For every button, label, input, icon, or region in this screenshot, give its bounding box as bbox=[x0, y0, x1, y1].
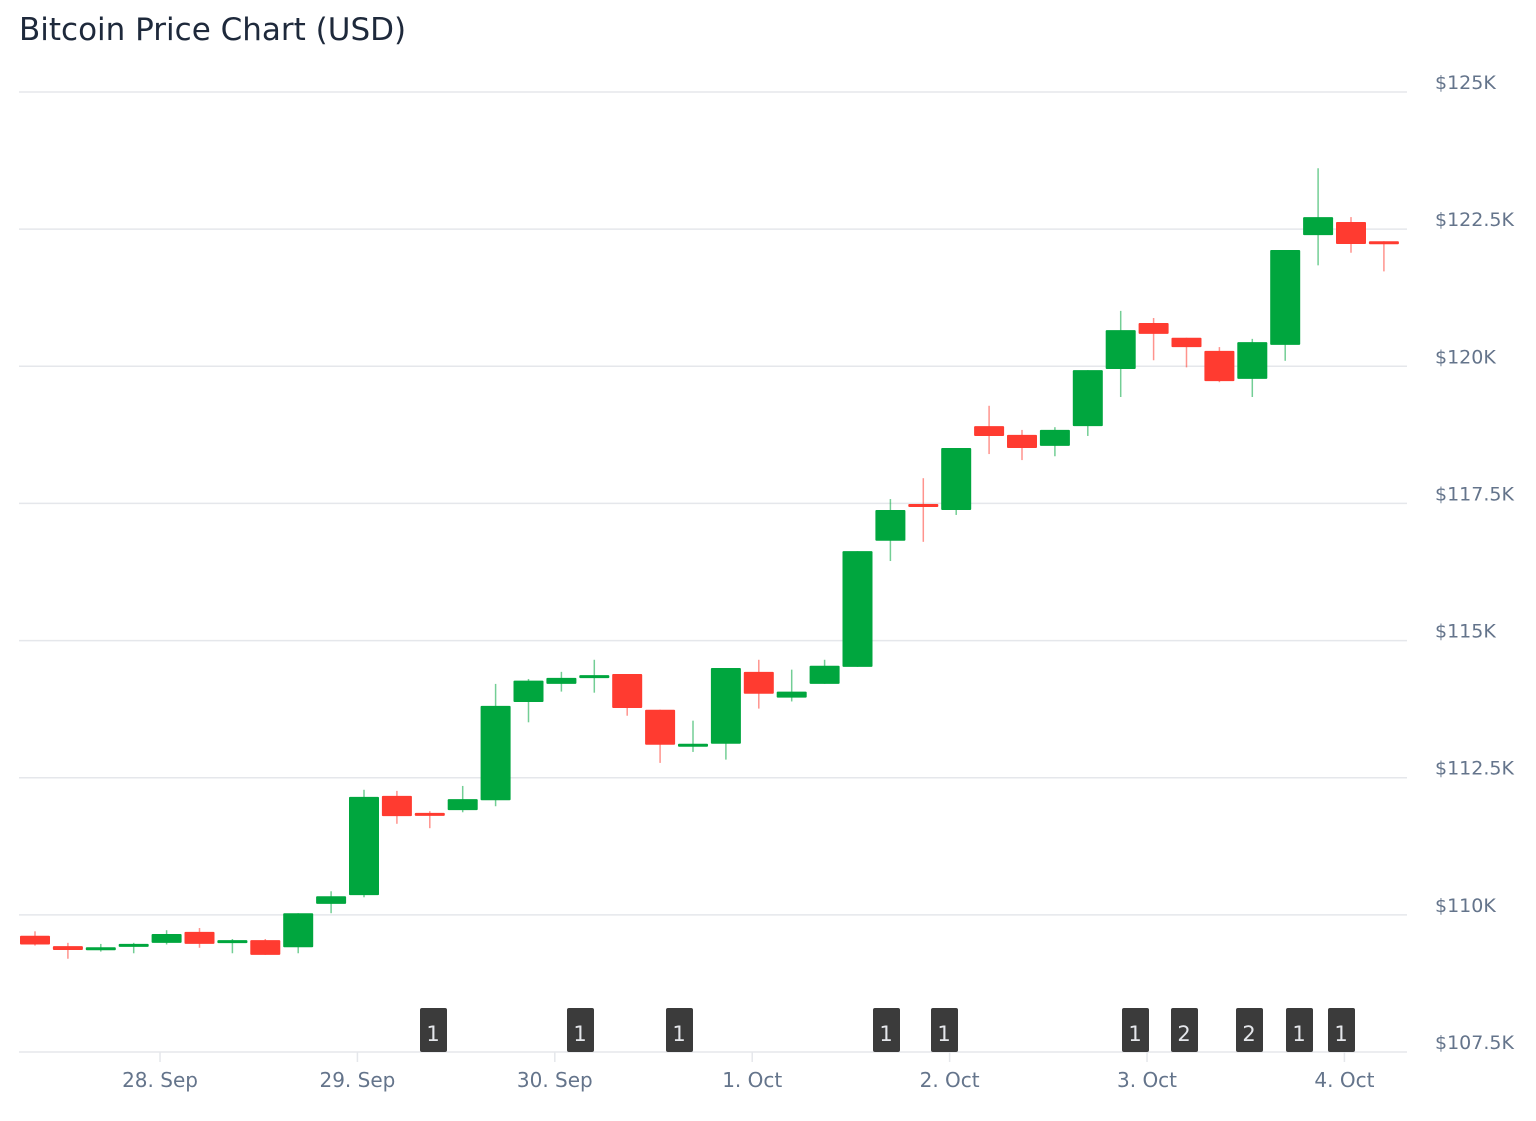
svg-text:2: 2 bbox=[1242, 1022, 1255, 1046]
svg-text:1: 1 bbox=[1292, 1022, 1305, 1046]
candle-up[interactable] bbox=[710, 668, 741, 760]
candle-down[interactable] bbox=[908, 478, 939, 542]
candle-up[interactable] bbox=[283, 913, 314, 954]
y-tick-label: $122.5K bbox=[1435, 209, 1514, 231]
candle-down[interactable] bbox=[1138, 318, 1169, 361]
candle-up[interactable] bbox=[447, 785, 478, 813]
x-tick-label: 1. Oct bbox=[722, 1068, 782, 1092]
candle-down[interactable] bbox=[1336, 217, 1366, 253]
y-tick-label: $117.5K bbox=[1435, 483, 1514, 505]
event-flag[interactable]: 1 bbox=[666, 1008, 693, 1052]
candle-up[interactable] bbox=[217, 938, 248, 954]
event-flag[interactable]: 1 bbox=[1122, 1008, 1149, 1052]
grid-lines bbox=[19, 91, 1407, 1053]
event-flag[interactable]: 1 bbox=[420, 1008, 447, 1052]
x-tick-label: 4. Oct bbox=[1314, 1068, 1374, 1092]
svg-text:1: 1 bbox=[1128, 1022, 1141, 1046]
candle-down[interactable] bbox=[381, 790, 412, 824]
candle-up[interactable] bbox=[776, 669, 807, 702]
y-axis: $107.5K $110K $112.5K $115K $117.5K $120K $122… bbox=[1435, 72, 1514, 1054]
candle-down[interactable] bbox=[184, 928, 215, 948]
candle-down[interactable] bbox=[1007, 429, 1037, 461]
candle-up[interactable] bbox=[85, 943, 116, 952]
y-tick-label: $107.5K bbox=[1435, 1032, 1514, 1054]
candles[interactable] bbox=[20, 168, 1399, 959]
candle-down[interactable] bbox=[1204, 347, 1235, 383]
candle-down[interactable] bbox=[743, 659, 774, 709]
x-tick-label: 2. Oct bbox=[920, 1068, 980, 1092]
event-flags[interactable]: 1 1 1 1 1 1 2 2 1 1 bbox=[420, 1008, 1355, 1052]
event-flag[interactable]: 1 bbox=[567, 1008, 594, 1052]
y-tick-label: $125K bbox=[1435, 72, 1496, 94]
chart-title: Bitcoin Price Chart (USD) bbox=[19, 12, 407, 48]
candle-up[interactable] bbox=[546, 671, 577, 692]
svg-text:1: 1 bbox=[426, 1022, 439, 1046]
candle-down[interactable] bbox=[1368, 241, 1399, 272]
event-flag[interactable]: 1 bbox=[873, 1008, 900, 1052]
y-tick-label: $110K bbox=[1435, 895, 1496, 917]
y-tick-label: $115K bbox=[1435, 621, 1496, 643]
svg-text:1: 1 bbox=[1334, 1022, 1347, 1046]
svg-text:1: 1 bbox=[937, 1022, 950, 1046]
candle-up[interactable] bbox=[513, 678, 544, 723]
candle-down[interactable] bbox=[612, 674, 643, 716]
candle-up[interactable] bbox=[1105, 310, 1136, 398]
candle-up[interactable] bbox=[480, 683, 511, 807]
candle-down[interactable] bbox=[645, 709, 676, 763]
x-tick-label: 30. Sep bbox=[517, 1068, 593, 1092]
candle-up[interactable] bbox=[1303, 168, 1334, 266]
svg-text:1: 1 bbox=[573, 1022, 586, 1046]
candle-up[interactable] bbox=[678, 720, 708, 752]
candle-up[interactable] bbox=[1237, 338, 1268, 398]
candle-up[interactable] bbox=[349, 789, 379, 898]
x-tick-label: 29. Sep bbox=[319, 1068, 395, 1092]
candle-down[interactable] bbox=[20, 931, 50, 946]
candle-down[interactable] bbox=[414, 811, 445, 829]
candle-up[interactable] bbox=[1072, 370, 1103, 436]
candle-down[interactable] bbox=[250, 938, 281, 955]
candle-up[interactable] bbox=[941, 448, 972, 515]
event-flag[interactable]: 1 bbox=[931, 1008, 958, 1052]
y-tick-label: $112.5K bbox=[1435, 758, 1514, 780]
x-tick-label: 28. Sep bbox=[122, 1068, 198, 1092]
candle-up[interactable] bbox=[1270, 249, 1301, 361]
y-tick-label: $120K bbox=[1435, 346, 1496, 368]
candle-up[interactable] bbox=[151, 930, 182, 945]
candle-up[interactable] bbox=[118, 942, 149, 954]
candle-down[interactable] bbox=[1171, 337, 1202, 368]
candle-up[interactable] bbox=[579, 659, 610, 693]
x-axis: 28. Sep 29. Sep 30. Sep 1. Oct 2. Oct 3. Oct 4… bbox=[122, 1052, 1375, 1092]
event-flag[interactable]: 1 bbox=[1286, 1008, 1313, 1052]
event-flag[interactable]: 2 bbox=[1236, 1008, 1263, 1052]
candle-down[interactable] bbox=[974, 405, 1005, 455]
event-flag[interactable]: 1 bbox=[1328, 1008, 1355, 1052]
svg-text:1: 1 bbox=[672, 1022, 685, 1046]
candle-up[interactable] bbox=[842, 551, 873, 667]
x-tick-label: 3. Oct bbox=[1117, 1068, 1177, 1092]
candle-up[interactable] bbox=[1039, 427, 1070, 457]
candle-up[interactable] bbox=[809, 659, 840, 684]
event-flag[interactable]: 2 bbox=[1171, 1008, 1198, 1052]
candle-up[interactable] bbox=[316, 891, 347, 914]
svg-text:2: 2 bbox=[1177, 1022, 1190, 1046]
candle-down[interactable] bbox=[52, 942, 83, 959]
svg-text:1: 1 bbox=[879, 1022, 892, 1046]
candle-up[interactable] bbox=[875, 499, 906, 562]
